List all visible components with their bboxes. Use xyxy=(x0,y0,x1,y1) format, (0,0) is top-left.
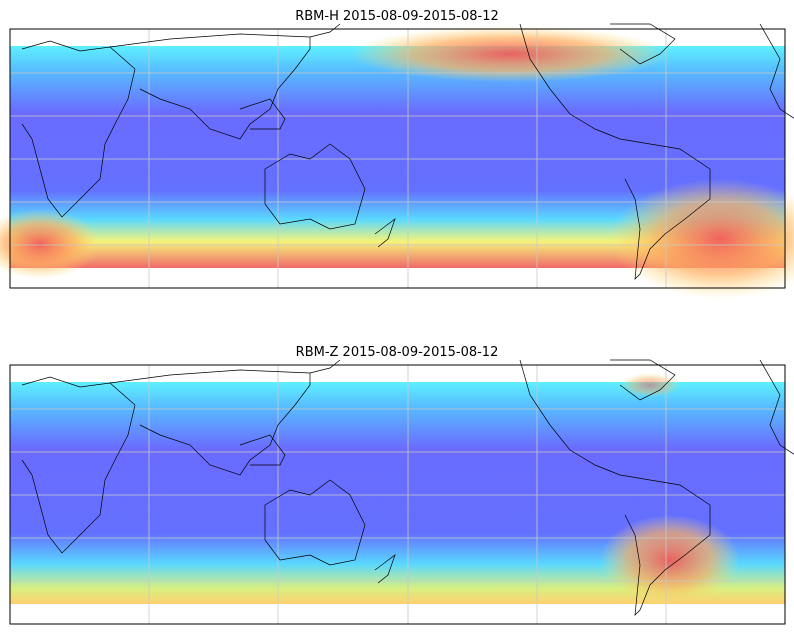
map-panel xyxy=(9,359,794,625)
heat-patch xyxy=(610,179,794,299)
heat-patch xyxy=(0,209,100,279)
frame xyxy=(9,28,786,289)
heat-patch xyxy=(350,26,670,82)
heat-patch xyxy=(600,515,740,605)
panel-title: RBM-Z 2015-08-09-2015-08-12 xyxy=(296,345,499,360)
panel-title: RBM-H 2015-08-09-2015-08-12 xyxy=(295,9,499,24)
heat-patch xyxy=(620,373,680,397)
frame xyxy=(9,364,786,625)
map-panel xyxy=(0,23,794,299)
